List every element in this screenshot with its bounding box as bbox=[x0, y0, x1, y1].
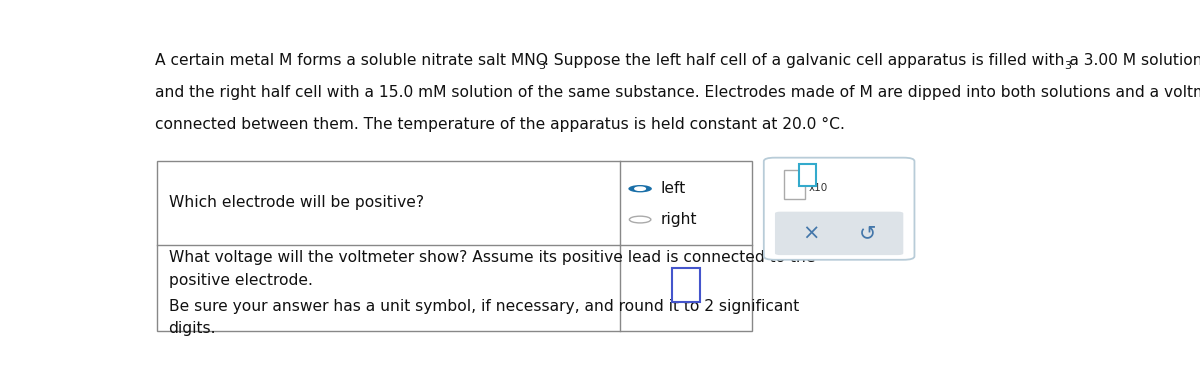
FancyBboxPatch shape bbox=[764, 158, 914, 260]
Circle shape bbox=[635, 187, 646, 190]
Text: ↺: ↺ bbox=[859, 223, 876, 243]
Text: right: right bbox=[660, 212, 697, 227]
Text: ×: × bbox=[802, 223, 820, 243]
Circle shape bbox=[629, 185, 652, 192]
FancyBboxPatch shape bbox=[775, 212, 904, 255]
Text: left: left bbox=[660, 181, 686, 196]
Text: 3: 3 bbox=[1064, 61, 1072, 71]
Text: . Suppose the left half cell of a galvanic cell apparatus is filled with a 3.00 : . Suppose the left half cell of a galvan… bbox=[545, 53, 1200, 68]
Text: connected between them. The temperature of the apparatus is held constant at 20.: connected between them. The temperature … bbox=[155, 117, 845, 132]
Text: What voltage will the voltmeter show? Assume its positive lead is connected to t: What voltage will the voltmeter show? As… bbox=[168, 250, 815, 265]
Text: A certain metal M forms a soluble nitrate salt MNO: A certain metal M forms a soluble nitrat… bbox=[155, 53, 547, 68]
Text: 3: 3 bbox=[538, 61, 545, 71]
Text: digits.: digits. bbox=[168, 321, 216, 336]
Text: Be sure your answer has a unit symbol, if necessary, and round it to 2 significa: Be sure your answer has a unit symbol, i… bbox=[168, 299, 799, 315]
FancyBboxPatch shape bbox=[157, 161, 751, 331]
FancyBboxPatch shape bbox=[799, 164, 816, 186]
Text: and the right half cell with a 15.0 mM solution of the same substance. Electrode: and the right half cell with a 15.0 mM s… bbox=[155, 85, 1200, 100]
Circle shape bbox=[629, 216, 650, 223]
FancyBboxPatch shape bbox=[672, 268, 700, 302]
Text: positive electrode.: positive electrode. bbox=[168, 273, 312, 288]
FancyBboxPatch shape bbox=[785, 170, 805, 199]
Text: Which electrode will be positive?: Which electrode will be positive? bbox=[168, 195, 424, 211]
Text: x10: x10 bbox=[809, 182, 828, 193]
